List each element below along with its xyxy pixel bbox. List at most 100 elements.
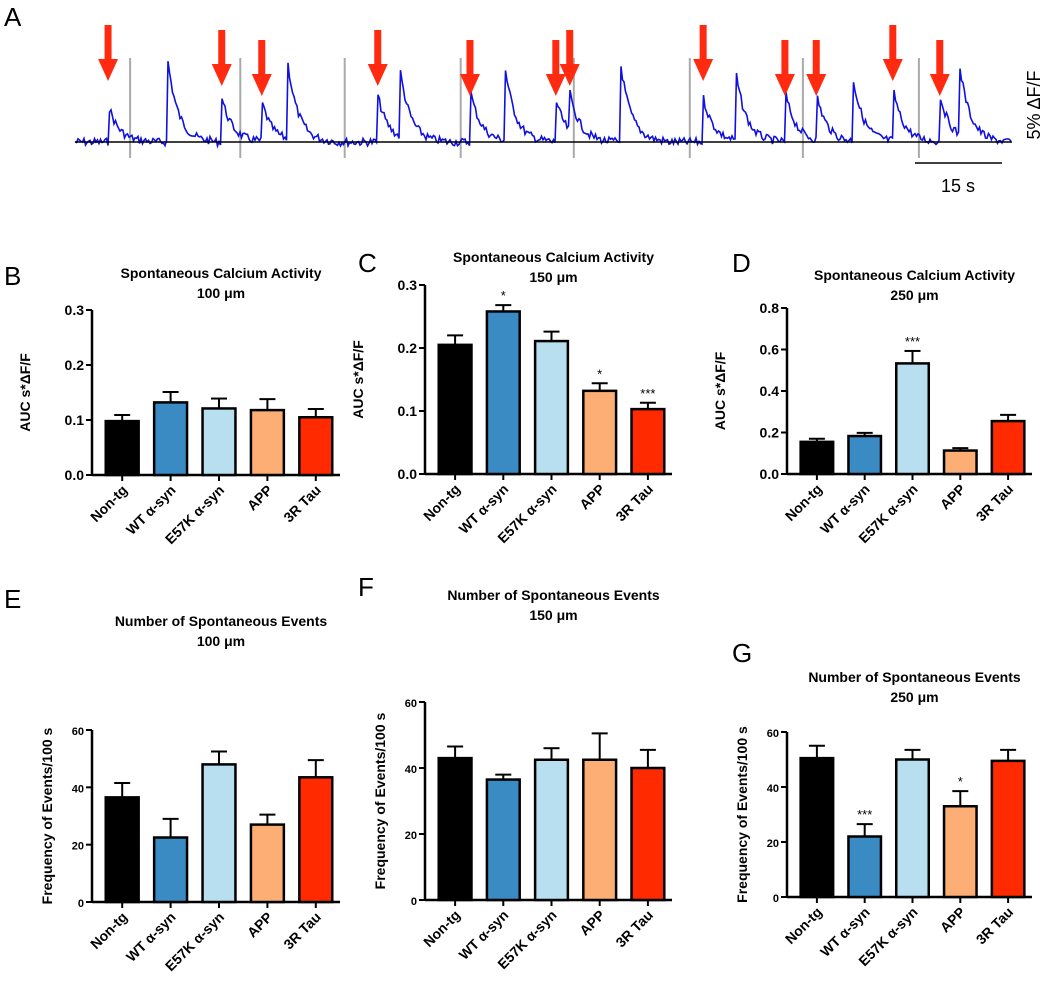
y-tick-label: 40 bbox=[767, 783, 779, 795]
chart-d: D Spontaneous Calcium Activity 250 μm 0.0 0.… bbox=[712, 248, 1032, 546]
category-label: Non-tg bbox=[87, 482, 130, 525]
chart-e: E Number of Spontaneous Events 100 μm 0 20 40… bbox=[4, 584, 340, 974]
chart-f: F Number of Spontaneous Events 150 μm 0 20 40… bbox=[358, 572, 672, 972]
bar-wt-syn bbox=[485, 310, 521, 476]
chart-title: Number of Spontaneous Events bbox=[808, 669, 1021, 685]
bar-app bbox=[942, 805, 978, 899]
y-tick-label: 0.8 bbox=[760, 300, 780, 316]
significance-marker: * bbox=[958, 774, 963, 789]
y-tick-label: 0.0 bbox=[65, 467, 85, 483]
bar-e57k-syn bbox=[894, 758, 931, 899]
panel-label: D bbox=[732, 248, 751, 278]
bar-3r-tau bbox=[990, 419, 1026, 476]
y-tick-label: 40 bbox=[405, 764, 417, 776]
category-label: Non-tg bbox=[87, 909, 130, 952]
category-label: 3R Tau bbox=[612, 907, 656, 951]
event-arrow-head-icon bbox=[929, 74, 950, 96]
chart-subtitle: 100 μm bbox=[197, 285, 245, 301]
event-arrow-icon bbox=[466, 40, 474, 76]
y-tick-label: 60 bbox=[405, 698, 417, 710]
category-label: APP bbox=[576, 907, 608, 939]
significance-marker: * bbox=[501, 288, 506, 303]
chart-subtitle: 150 μm bbox=[529, 269, 577, 285]
event-arrow-icon bbox=[889, 25, 897, 61]
bar-app bbox=[582, 758, 618, 902]
y-tick-label: 40 bbox=[72, 783, 84, 795]
calcium-trace bbox=[74, 61, 1012, 149]
panel-label: B bbox=[4, 261, 21, 291]
chart-subtitle: 150 μm bbox=[529, 607, 577, 623]
chart-title: Number of Spontaneous Events bbox=[447, 587, 660, 603]
event-arrow-icon bbox=[566, 30, 574, 66]
y-tick-label: 0.2 bbox=[65, 357, 85, 373]
category-label: APP bbox=[244, 909, 276, 941]
bar-app bbox=[249, 823, 286, 904]
y-axis-label: AUC s*ΔF/F bbox=[712, 351, 728, 430]
category-label: Non-tg bbox=[420, 907, 463, 950]
y-tick-label: 0 bbox=[773, 893, 779, 905]
event-arrow-head-icon bbox=[693, 59, 714, 81]
event-arrow-icon bbox=[699, 25, 707, 61]
y-axis-label: Frequency of Events/100 s bbox=[372, 712, 388, 889]
y-tick-label: 0.0 bbox=[760, 466, 780, 482]
bar-non-tg bbox=[104, 419, 140, 477]
chart-subtitle: 250 μm bbox=[890, 689, 938, 705]
bar-wt-syn bbox=[847, 835, 883, 899]
category-label: 3R Tau bbox=[280, 909, 324, 953]
y-axis-label: Frequency of Events/100 s bbox=[39, 727, 55, 904]
category-label: APP bbox=[244, 482, 276, 514]
category-label: 3R Tau bbox=[973, 481, 1017, 525]
chart-g: G Number of Spontaneous Events 250 μm 0 20 40… bbox=[732, 638, 1032, 969]
category-label: Non-tg bbox=[782, 904, 825, 947]
chart-title: Spontaneous Calcium Activity bbox=[814, 267, 1015, 283]
event-arrow-icon bbox=[552, 40, 560, 76]
significance-marker: *** bbox=[905, 334, 920, 349]
panel-label: G bbox=[732, 638, 752, 668]
event-arrow-head-icon bbox=[882, 59, 903, 81]
chart-b: B Spontaneous Calcium Activity 100 μm 0.0 0.… bbox=[4, 261, 340, 547]
event-arrow-head-icon bbox=[98, 59, 119, 81]
category-label: APP bbox=[937, 481, 969, 513]
y-axis-label: AUC s*ΔF/F bbox=[350, 340, 366, 419]
event-arrow-icon bbox=[104, 25, 112, 61]
panel-label: F bbox=[358, 572, 374, 602]
y-tick-label: 0 bbox=[78, 898, 84, 910]
y-tick-label: 0 bbox=[411, 896, 417, 908]
event-arrow-head-icon bbox=[211, 64, 232, 86]
bar-e57k-syn bbox=[533, 758, 570, 902]
event-arrow-head-icon bbox=[774, 74, 795, 96]
event-arrow-head-icon bbox=[559, 64, 580, 86]
y-tick-label: 0.2 bbox=[398, 340, 418, 356]
bar-non-tg bbox=[799, 440, 835, 476]
y-tick-label: 0.3 bbox=[398, 277, 418, 293]
bar-app bbox=[582, 389, 618, 476]
category-label: 3R Tau bbox=[973, 904, 1017, 948]
bar-3r-tau bbox=[990, 759, 1026, 899]
category-label: Non-tg bbox=[782, 481, 825, 524]
event-arrow-head-icon bbox=[545, 74, 566, 96]
bar-3r-tau bbox=[298, 416, 334, 477]
y-tick-label: 0.0 bbox=[398, 466, 418, 482]
event-arrow-icon bbox=[218, 30, 226, 66]
bar-wt-syn bbox=[152, 836, 189, 904]
category-label: APP bbox=[576, 481, 608, 513]
chart-subtitle: 100 μm bbox=[197, 633, 245, 649]
bar-non-tg bbox=[104, 796, 140, 904]
event-arrow-icon bbox=[936, 40, 944, 76]
y-axis-label: AUC s*ΔF/F bbox=[17, 353, 33, 432]
y-tick-label: 20 bbox=[767, 838, 779, 850]
event-arrow-head-icon bbox=[459, 74, 480, 96]
amplitude-scale-label: 5% ΔF/F bbox=[1024, 70, 1044, 139]
bar-app bbox=[249, 408, 286, 477]
y-tick-label: 0.1 bbox=[398, 403, 418, 419]
chart-c: C Spontaneous Calcium Activity 150 μm 0.0 0.… bbox=[350, 248, 672, 546]
y-tick-label: 0.3 bbox=[65, 302, 85, 318]
category-label: APP bbox=[937, 904, 969, 936]
event-arrow-head-icon bbox=[367, 64, 388, 86]
chart-title: Spontaneous Calcium Activity bbox=[121, 265, 322, 281]
bar-e57k-syn bbox=[533, 339, 570, 476]
event-arrow-icon bbox=[258, 40, 266, 76]
y-tick-label: 20 bbox=[72, 841, 84, 853]
